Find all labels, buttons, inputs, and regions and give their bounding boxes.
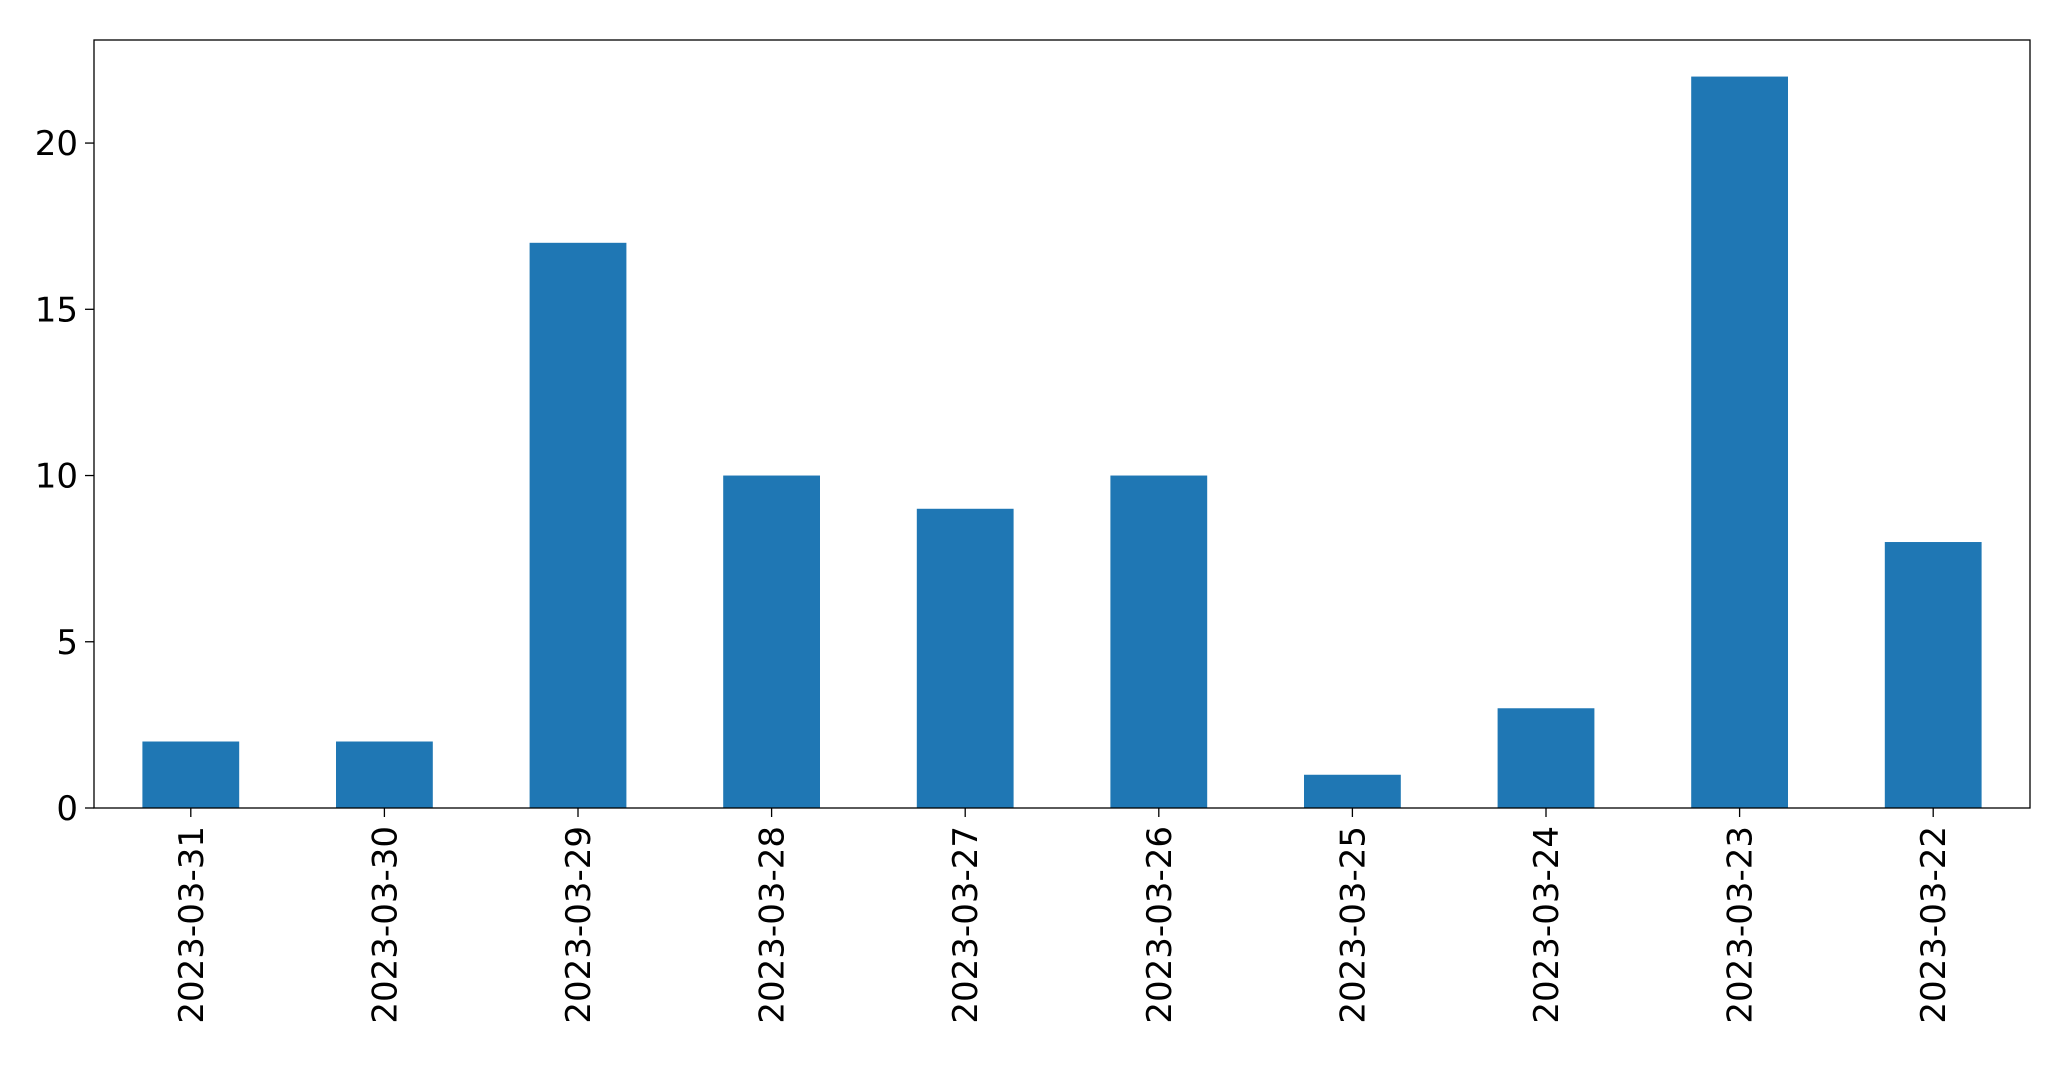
bar xyxy=(336,741,433,808)
x-tick-label: 2023-03-30 xyxy=(365,826,405,1024)
bar xyxy=(142,741,240,808)
y-tick-label: 10 xyxy=(35,457,78,497)
x-tick-label: 2023-03-22 xyxy=(1914,826,1954,1024)
x-tick-label: 2023-03-25 xyxy=(1333,826,1373,1024)
y-tick-label: 0 xyxy=(56,789,78,829)
x-tick-label: 2023-03-26 xyxy=(1140,826,1180,1024)
bar xyxy=(1884,542,1982,808)
bar xyxy=(529,242,627,809)
plot-frame xyxy=(93,39,2031,809)
y-tick-label: 20 xyxy=(35,124,78,164)
x-tick-label: 2023-03-24 xyxy=(1527,826,1567,1024)
bar xyxy=(916,508,1014,808)
bar xyxy=(1497,708,1595,808)
bar xyxy=(723,475,820,808)
x-tick-label: 2023-03-23 xyxy=(1721,826,1761,1024)
y-tick-label: 5 xyxy=(56,623,78,663)
x-tick-label: 2023-03-31 xyxy=(172,826,212,1024)
bar xyxy=(1304,774,1401,808)
bar xyxy=(1691,76,1788,809)
y-tick-label: 15 xyxy=(35,290,78,330)
x-tick-label: 2023-03-29 xyxy=(559,826,599,1024)
x-tick-label: 2023-03-27 xyxy=(946,826,986,1024)
bar xyxy=(1110,475,1208,808)
x-tick-label: 2023-03-28 xyxy=(753,826,793,1024)
